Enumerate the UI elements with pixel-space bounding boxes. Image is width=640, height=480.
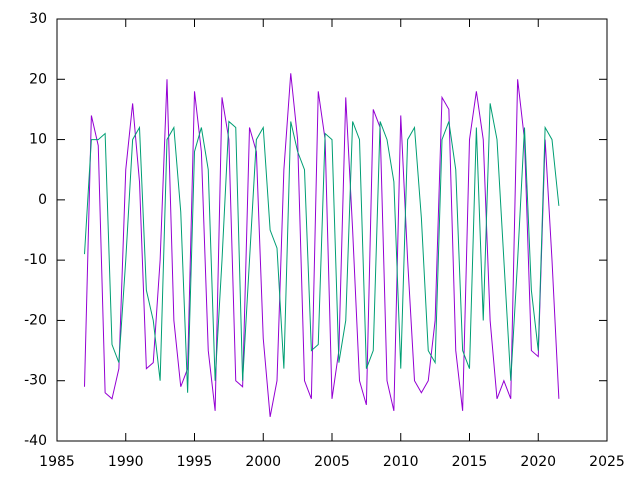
x-tick-label: 2010: [383, 454, 419, 470]
x-tick-label: 1990: [108, 454, 144, 470]
x-tick-label: 1985: [39, 454, 75, 470]
y-tick-label: 0: [38, 192, 47, 208]
y-tick-label: 10: [29, 132, 47, 148]
y-tick-label: 30: [29, 11, 47, 27]
x-tick-label: 2015: [452, 454, 488, 470]
data-line: [84, 103, 560, 393]
y-tick-label: -20: [24, 312, 47, 328]
x-tick-label: 2000: [245, 454, 281, 470]
y-tick-label: 20: [29, 71, 47, 87]
y-tick-label: -10: [24, 252, 47, 268]
plot-border: [56, 18, 608, 442]
data-line: [84, 73, 560, 417]
y-tick-label: -40: [24, 433, 47, 449]
x-tick-label: 2020: [520, 454, 556, 470]
x-tick-label: 2025: [589, 454, 625, 470]
x-tick-label: 2005: [314, 454, 350, 470]
x-tick-label: 1995: [177, 454, 213, 470]
y-tick-label: -30: [24, 373, 47, 389]
